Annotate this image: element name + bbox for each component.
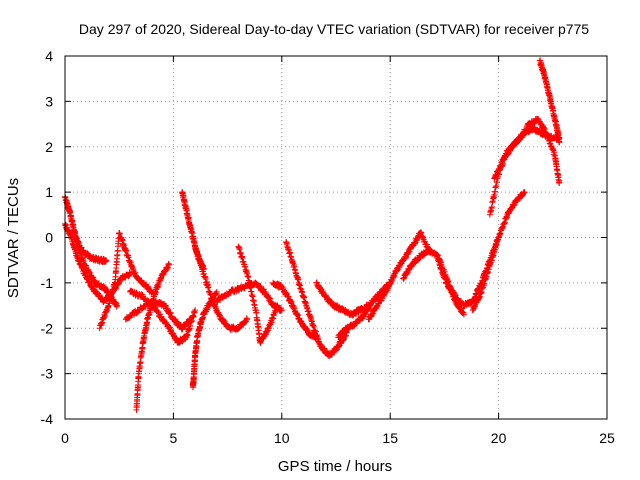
data-point — [274, 302, 281, 309]
data-point — [556, 139, 563, 146]
series-track-e — [133, 260, 173, 413]
series-track-c — [66, 207, 120, 310]
data-point — [103, 257, 110, 264]
series-track-v — [491, 115, 563, 186]
series-track-q — [365, 229, 433, 323]
series-track-n — [283, 239, 350, 359]
axis-ticks — [64, 55, 608, 420]
y-tick-label: 4 — [45, 48, 53, 64]
x-tick-label: 20 — [491, 430, 507, 446]
x-axis-title: GPS time / hours — [278, 458, 392, 475]
series-track-w — [536, 57, 563, 146]
data-point — [192, 307, 199, 314]
data-point — [521, 189, 528, 196]
y-tick-label: 3 — [45, 93, 53, 109]
series-track-t — [469, 189, 528, 314]
y-tick-label: 2 — [45, 139, 53, 155]
x-tick-label: 15 — [382, 430, 398, 446]
data-point — [213, 288, 220, 295]
data-point — [278, 307, 285, 314]
series-track-g — [127, 287, 199, 346]
series-track-d — [96, 230, 155, 332]
data-point — [158, 313, 165, 320]
y-tick-label: -3 — [41, 366, 54, 382]
series-track-o — [313, 279, 372, 319]
tick-labels: 0 5 10 15 20 25 -4 -3 -2 -1 0 1 2 3 4 — [41, 48, 615, 446]
x-tick-label: 0 — [61, 430, 69, 446]
series-track-l — [235, 243, 281, 346]
x-tick-label: 10 — [274, 430, 290, 446]
chart-title: Day 297 of 2020, Sidereal Day-to-day VTE… — [79, 21, 589, 37]
data-point — [166, 261, 173, 268]
y-axis-title: SDTVAR / TECUs — [5, 178, 22, 298]
series-track-r — [400, 247, 467, 318]
series-track-h — [179, 189, 207, 273]
y-tick-label: -2 — [41, 320, 54, 336]
data-point — [460, 311, 467, 318]
data-point — [556, 180, 563, 186]
y-tick-label: -1 — [41, 275, 54, 291]
x-tick-label: 5 — [170, 430, 178, 446]
plot-area — [62, 57, 563, 413]
series-track-j — [192, 243, 251, 333]
grid — [65, 56, 607, 419]
x-tick-label: 25 — [599, 430, 615, 446]
y-tick-label: 0 — [45, 230, 53, 246]
y-tick-label: -4 — [41, 411, 54, 427]
data-point — [244, 316, 251, 323]
data-point — [114, 302, 120, 309]
y-tick-label: 1 — [45, 184, 53, 200]
